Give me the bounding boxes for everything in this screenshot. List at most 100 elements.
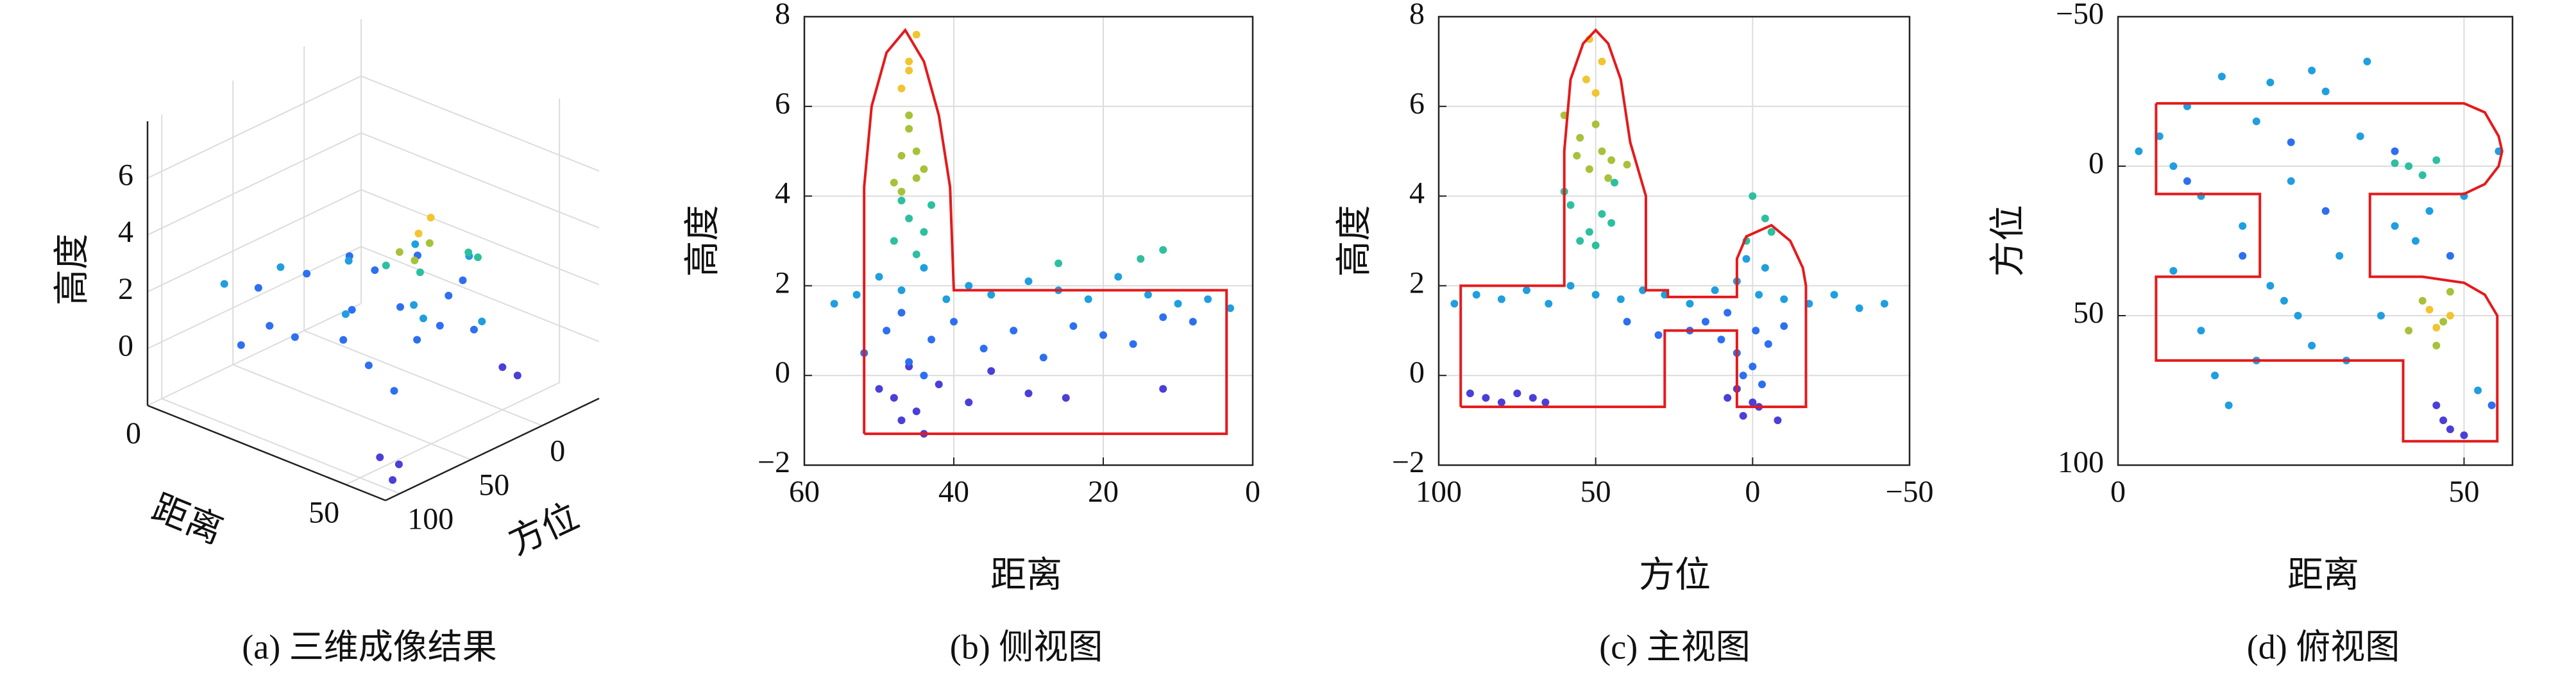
point	[2252, 117, 2260, 126]
point	[1591, 241, 1600, 250]
x-tick-label: 0	[2110, 475, 2126, 509]
grid-line	[360, 246, 600, 343]
point	[445, 291, 453, 300]
point	[1144, 291, 1152, 299]
x-axis-label: 方位	[1639, 556, 1711, 595]
point	[875, 385, 883, 393]
y-tick-label: 0	[2089, 146, 2104, 180]
y-tick-label: 100	[407, 502, 453, 536]
point	[1472, 291, 1480, 299]
point	[1129, 340, 1137, 348]
point	[436, 321, 444, 330]
point	[2418, 171, 2427, 179]
grid-line	[147, 132, 362, 236]
point	[905, 111, 913, 119]
point	[2460, 431, 2468, 439]
point	[1114, 273, 1123, 281]
point	[2439, 416, 2448, 425]
x-tick-label: 50	[1580, 475, 1611, 509]
point	[987, 367, 996, 375]
point	[1582, 75, 1590, 83]
caption: (d) 俯视图	[2247, 627, 2400, 666]
point	[912, 174, 920, 182]
point	[1598, 57, 1606, 65]
point	[1755, 291, 1763, 299]
point	[928, 336, 936, 344]
point	[1566, 282, 1575, 290]
caption: (b) 侧视图	[950, 627, 1103, 666]
point	[2446, 251, 2454, 260]
x-tick-label: 0	[1745, 475, 1760, 509]
point	[1513, 389, 1521, 398]
point	[920, 165, 928, 173]
x-axis-label: 距离	[990, 556, 1062, 595]
point	[912, 147, 920, 155]
point	[291, 333, 299, 341]
x-axis-label: 距离	[2287, 556, 2359, 595]
point	[419, 314, 427, 323]
y-axis-label: 高度	[1335, 205, 1375, 277]
point	[1598, 210, 1606, 218]
point	[2425, 207, 2434, 215]
point	[395, 248, 403, 256]
y-tick-label: −50	[2056, 0, 2104, 31]
point	[1607, 219, 1616, 227]
point	[389, 476, 397, 484]
point	[890, 237, 898, 245]
y-tick-label: 8	[1409, 0, 1425, 31]
axes-box	[1437, 15, 1911, 466]
point	[1137, 255, 1145, 263]
point	[390, 387, 398, 395]
point	[1711, 286, 1719, 294]
point	[1739, 371, 1747, 380]
point	[890, 178, 898, 187]
point	[2308, 66, 2316, 74]
point	[414, 230, 423, 237]
point	[2135, 147, 2143, 155]
point	[1724, 394, 1732, 402]
point	[830, 300, 838, 308]
x-tick-label: −50	[1885, 475, 1933, 509]
point	[2356, 132, 2364, 141]
point	[2446, 425, 2454, 434]
point	[1159, 313, 1167, 321]
point	[905, 358, 913, 366]
point	[897, 416, 906, 425]
point	[1724, 309, 1732, 317]
point	[416, 268, 424, 277]
point	[220, 280, 228, 288]
grid-line	[360, 132, 600, 229]
point	[2294, 312, 2302, 320]
point	[897, 196, 906, 205]
point	[394, 460, 403, 468]
point	[883, 327, 891, 335]
point	[1576, 133, 1584, 142]
point	[1159, 385, 1167, 393]
x-axis-label: 距离	[146, 488, 228, 551]
y-tick-label: −2	[1392, 445, 1425, 479]
point	[1774, 416, 1782, 425]
point	[2287, 177, 2295, 185]
point	[1855, 304, 1863, 312]
point	[1585, 228, 1593, 236]
grid-line	[161, 398, 400, 495]
point	[478, 317, 486, 325]
point	[1686, 300, 1694, 308]
point	[411, 256, 419, 264]
caption: (a) 三维成像结果	[242, 627, 496, 666]
point	[1623, 318, 1631, 326]
y-tick-label: 6	[1409, 87, 1425, 121]
point	[276, 263, 285, 271]
axes-box	[2117, 15, 2514, 466]
z-tick-label: 6	[118, 158, 133, 192]
caption: (c) 主视图	[1599, 627, 1750, 666]
y-tick-label: −2	[758, 445, 790, 479]
y-tick-label: 50	[479, 468, 509, 502]
point	[464, 248, 473, 257]
point	[411, 240, 419, 248]
point	[410, 301, 418, 309]
point	[920, 228, 928, 236]
point	[1604, 174, 1613, 182]
